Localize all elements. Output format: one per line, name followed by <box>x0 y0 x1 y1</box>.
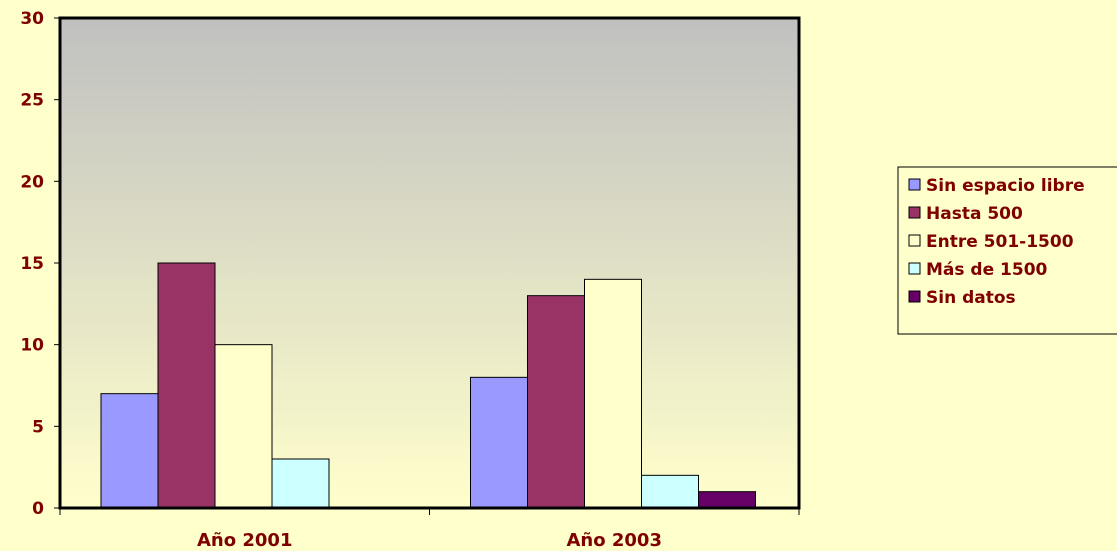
bar-5-2 <box>698 491 756 509</box>
legend-swatch <box>908 262 921 275</box>
y-tick-label: 10 <box>20 336 44 356</box>
y-tick-label: 30 <box>20 9 44 29</box>
y-tick-label: 15 <box>20 254 44 274</box>
y-tick-label: 20 <box>20 172 44 192</box>
y-tick-label: 25 <box>20 91 44 111</box>
y-tick-label: 0 <box>32 499 44 519</box>
legend-box <box>897 166 1117 335</box>
bar-3-2 <box>584 278 642 509</box>
x-category-label: Año 2001 <box>197 530 292 551</box>
y-tick-label: 5 <box>32 417 44 437</box>
x-category-label: Año 2003 <box>567 530 662 551</box>
legend-label: Hasta 500 <box>926 204 1023 224</box>
legend-label: Entre 501-1500 <box>926 232 1074 252</box>
axis-layer: 0 5 10 15 20 25 30 Año 2001 Año 2003 <box>20 9 800 551</box>
bar-2-1 <box>157 262 216 509</box>
bar-4-2 <box>641 474 699 509</box>
bars-layer <box>100 262 756 509</box>
legend-label: Sin datos <box>926 288 1016 308</box>
bar-3-1 <box>214 344 273 509</box>
legend-swatch <box>908 178 921 191</box>
bar-1-1 <box>100 393 159 509</box>
bar-1-2 <box>470 376 528 509</box>
bar-2-2 <box>527 295 585 509</box>
legend-swatch <box>908 234 921 247</box>
legend-label: Sin espacio libre <box>926 176 1085 196</box>
legend-swatch <box>908 206 921 219</box>
legend-label: Más de 1500 <box>926 260 1048 280</box>
legend-swatch <box>908 290 921 303</box>
bar-4-1 <box>271 458 330 509</box>
legend: Sin espacio libre Hasta 500 Entre 501-1500… <box>897 166 1117 335</box>
